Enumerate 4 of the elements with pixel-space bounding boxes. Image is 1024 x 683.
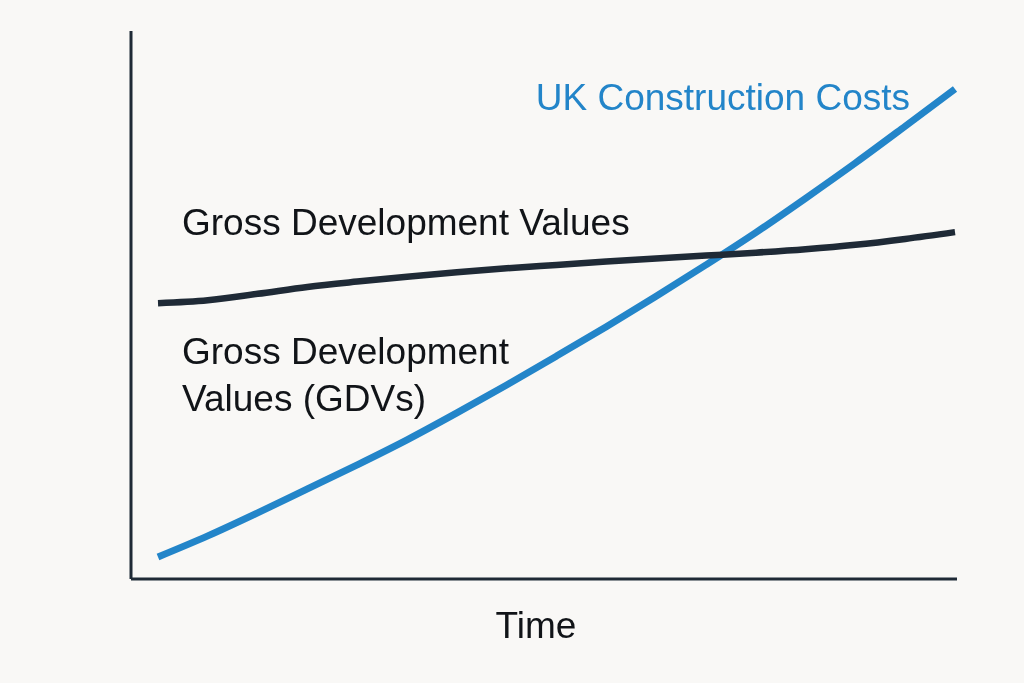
series-label: UK Construction Costs bbox=[535, 77, 910, 118]
annotation: Gross Development Values (GDVs) bbox=[182, 331, 510, 419]
x-axis-title: Time bbox=[495, 605, 577, 646]
series-label: Gross Development Values bbox=[182, 202, 630, 244]
